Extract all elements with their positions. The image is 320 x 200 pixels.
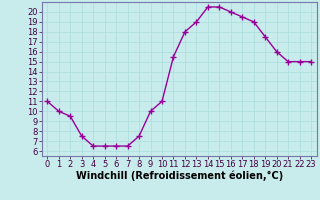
X-axis label: Windchill (Refroidissement éolien,°C): Windchill (Refroidissement éolien,°C) bbox=[76, 171, 283, 181]
